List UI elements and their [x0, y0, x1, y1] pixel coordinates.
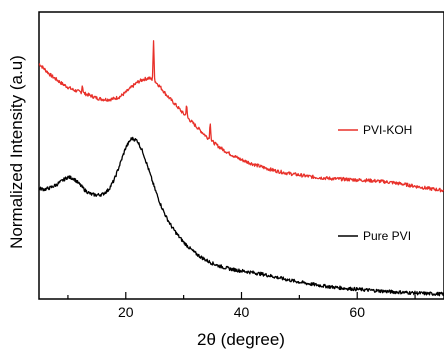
series-pure-pvi: [38, 136, 444, 297]
series-pvi-koh: [38, 40, 444, 193]
x-axis-label: 2θ (degree): [197, 330, 285, 349]
plot-frame: [38, 11, 444, 300]
plot-area: [38, 11, 444, 300]
x-tick-label: 20: [118, 304, 134, 320]
legend: PVI-KOH Pure PVI: [338, 123, 412, 243]
legend-label: Pure PVI: [363, 229, 411, 243]
legend-label: PVI-KOH: [363, 123, 412, 137]
y-axis-label: Normalized Intensity (a.u): [7, 55, 26, 249]
legend-entry-pvi-koh: PVI-KOH: [338, 123, 412, 137]
series-layer: [38, 40, 444, 297]
series-line-pure-pvi: [38, 136, 444, 297]
legend-entry-pure-pvi: Pure PVI: [338, 229, 411, 243]
x-tick-label: 60: [349, 304, 365, 320]
series-line-pvi-koh: [38, 40, 444, 193]
x-tick-label: 40: [234, 304, 250, 320]
axes: 20 40 60: [67, 292, 416, 320]
